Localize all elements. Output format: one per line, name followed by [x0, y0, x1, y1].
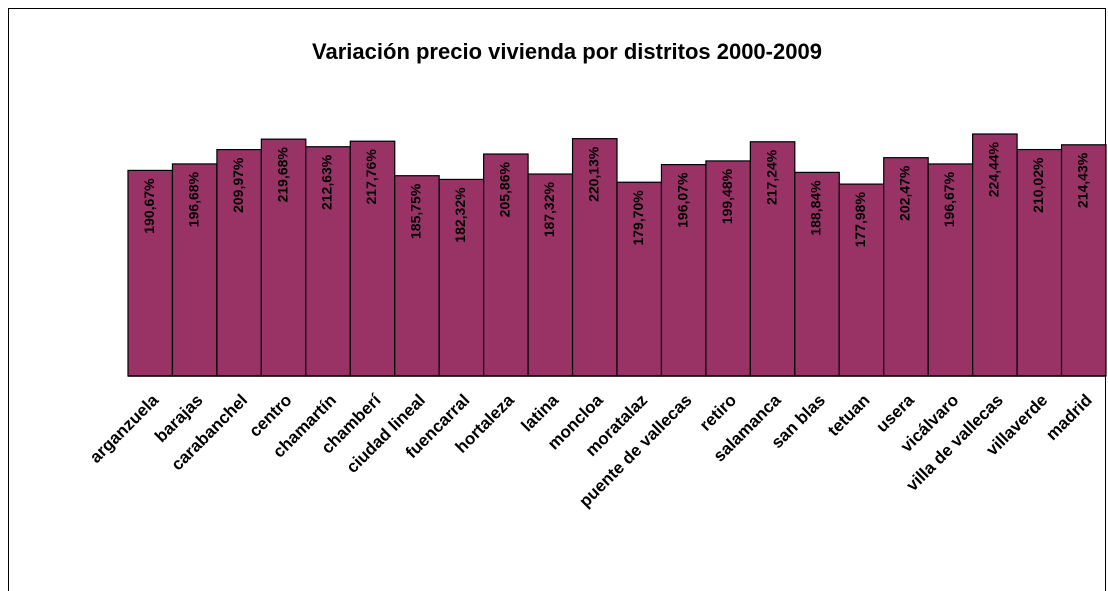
- value-label: 179,70%: [630, 190, 646, 246]
- value-label: 196,68%: [185, 171, 201, 227]
- bar: [838, 183, 885, 377]
- bar: [527, 173, 574, 377]
- value-label: 177,98%: [852, 192, 868, 248]
- bar: [794, 171, 840, 377]
- bar: [171, 163, 218, 377]
- bar: [394, 175, 440, 377]
- bar: [305, 146, 351, 377]
- value-label: 219,68%: [274, 147, 290, 203]
- value-label: 214,43%: [1074, 152, 1090, 208]
- value-label: 210,02%: [1030, 157, 1046, 213]
- bar: [972, 133, 1018, 377]
- bar: [483, 153, 529, 377]
- bar: [883, 157, 929, 377]
- bar: [438, 178, 485, 377]
- bar: [1060, 144, 1107, 377]
- bar: [571, 138, 618, 377]
- value-label: 199,48%: [719, 168, 735, 224]
- value-label: 217,24%: [763, 149, 779, 205]
- value-label: 196,07%: [674, 172, 690, 228]
- value-label: 196,67%: [941, 171, 957, 227]
- value-label: 187,32%: [541, 181, 557, 237]
- value-label: 182,32%: [452, 187, 468, 243]
- value-label: 188,84%: [808, 180, 824, 236]
- value-label: 212,63%: [319, 154, 335, 210]
- bar: [927, 163, 974, 377]
- bar: [127, 169, 174, 377]
- value-label: 202,47%: [897, 165, 913, 221]
- value-label: 224,44%: [986, 141, 1002, 197]
- value-label: 220,13%: [585, 146, 601, 202]
- value-label: 205,86%: [497, 161, 513, 217]
- value-label: 190,67%: [141, 178, 157, 234]
- bar: [1016, 148, 1063, 377]
- value-label: 185,75%: [408, 183, 424, 239]
- chart-title: Variación precio vivienda por distritos …: [312, 39, 822, 64]
- bar: [616, 181, 663, 377]
- value-label: 209,97%: [230, 157, 246, 213]
- value-label: 217,76%: [363, 149, 379, 205]
